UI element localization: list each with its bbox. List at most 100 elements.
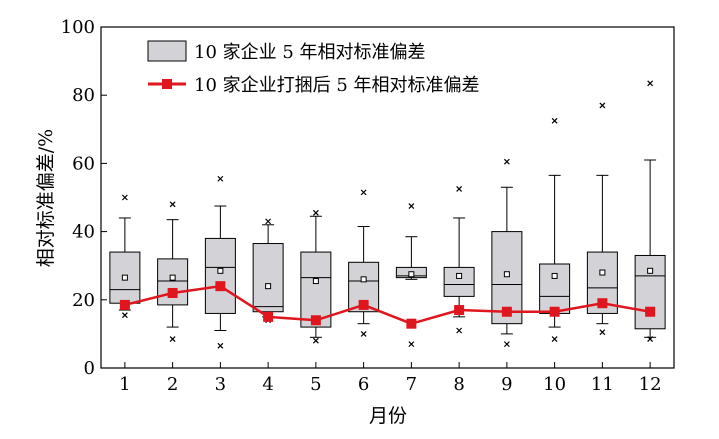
outlier-marker bbox=[121, 312, 128, 319]
x-tick-label: 9 bbox=[501, 374, 512, 395]
outlier-stroke bbox=[647, 336, 654, 342]
y-tick-label: 0 bbox=[84, 358, 95, 379]
outlier-marker bbox=[551, 336, 558, 342]
outlier-stroke bbox=[360, 189, 367, 196]
x-tick-label: 5 bbox=[310, 374, 321, 395]
line-point bbox=[167, 287, 178, 298]
outlier-marker bbox=[360, 189, 367, 196]
x-tick-label: 11 bbox=[591, 374, 614, 395]
mean-marker bbox=[121, 274, 128, 281]
legend: 10 家企业 5 年相对标准偏差 10 家企业打捆后 5 年相对标准偏差 bbox=[147, 40, 480, 96]
x-tick-label: 7 bbox=[406, 374, 417, 395]
box-12 bbox=[634, 254, 666, 330]
outlier-marker bbox=[503, 158, 510, 165]
outlier-marker bbox=[599, 102, 606, 109]
line-point bbox=[310, 315, 321, 326]
outlier-stroke bbox=[121, 312, 128, 319]
legend-line-label: 10 家企业打捆后 5 年相对标准偏差 bbox=[194, 75, 480, 96]
outlier-marker bbox=[265, 218, 272, 225]
legend-box-swatch bbox=[147, 40, 187, 62]
outlier-marker bbox=[503, 341, 510, 348]
mean-marker bbox=[551, 272, 558, 279]
line-point bbox=[406, 318, 417, 329]
line-point bbox=[119, 299, 130, 310]
outlier-marker bbox=[551, 117, 558, 124]
outlier-marker bbox=[169, 336, 176, 342]
x-tick-label: 10 bbox=[543, 374, 566, 395]
y-tick-label: 40 bbox=[72, 222, 95, 243]
legend-line-marker bbox=[162, 79, 172, 89]
outlier-marker bbox=[408, 203, 415, 209]
outlier-stroke bbox=[456, 186, 463, 192]
x-tick-label: 2 bbox=[167, 374, 178, 395]
outlier-stroke bbox=[647, 80, 654, 87]
outlier-stroke bbox=[408, 203, 415, 209]
x-tick-label: 1 bbox=[119, 374, 130, 395]
outlier-stroke bbox=[408, 341, 415, 348]
outlier-marker bbox=[169, 201, 176, 208]
x-tick-label: 8 bbox=[453, 374, 464, 395]
outlier-marker bbox=[312, 209, 319, 216]
box-10 bbox=[539, 263, 571, 314]
outlier-stroke bbox=[360, 330, 367, 337]
outlier-stroke bbox=[312, 337, 319, 344]
y-axis-title: 相对标准偏差/% bbox=[35, 129, 57, 267]
mean-marker bbox=[408, 271, 415, 278]
line-point bbox=[263, 311, 274, 322]
box-5 bbox=[300, 251, 332, 328]
line-point bbox=[215, 281, 226, 292]
x-tick-label: 3 bbox=[215, 374, 226, 395]
box-2 bbox=[157, 258, 189, 306]
outlier-stroke bbox=[503, 158, 510, 165]
y-tick-label: 80 bbox=[72, 85, 95, 106]
outlier-stroke bbox=[121, 194, 128, 201]
line-point bbox=[549, 306, 560, 317]
x-tick-label: 4 bbox=[262, 374, 273, 395]
outlier-marker bbox=[360, 330, 367, 337]
mean-marker bbox=[503, 271, 510, 278]
plot-border bbox=[100, 26, 675, 369]
box-9 bbox=[491, 231, 523, 325]
y-tick-label: 20 bbox=[72, 290, 95, 311]
mean-marker bbox=[456, 272, 463, 279]
outlier-stroke bbox=[312, 209, 319, 216]
mean-marker bbox=[360, 276, 367, 283]
mean-marker bbox=[312, 278, 319, 285]
outlier-marker bbox=[121, 194, 128, 201]
y-tick-label: 60 bbox=[72, 153, 95, 174]
outlier-stroke bbox=[169, 201, 176, 208]
x-axis: 1 2 3 4 5 6 7 8 9 10 11 12 bbox=[119, 362, 662, 395]
y-tick-label: 100 bbox=[61, 17, 95, 38]
line-point bbox=[645, 306, 656, 317]
mean-marker bbox=[647, 267, 654, 274]
outlier-stroke bbox=[551, 336, 558, 342]
box-4 bbox=[252, 243, 284, 313]
mean-marker bbox=[217, 267, 224, 274]
outlier-marker bbox=[456, 186, 463, 192]
outlier-stroke bbox=[169, 336, 176, 342]
outlier-stroke bbox=[217, 342, 224, 349]
outlier-stroke bbox=[503, 341, 510, 348]
line-series-path bbox=[124, 284, 651, 325]
y-axis: 0 20 40 60 80 100 bbox=[61, 17, 107, 379]
outlier-marker bbox=[312, 337, 319, 344]
x-tick-label: 6 bbox=[358, 374, 369, 395]
outlier-stroke bbox=[456, 327, 463, 334]
box-group bbox=[109, 80, 666, 349]
line-point bbox=[501, 306, 512, 317]
outlier-stroke bbox=[265, 218, 272, 225]
outlier-marker bbox=[217, 342, 224, 349]
x-tick-label: 12 bbox=[639, 374, 662, 395]
outlier-marker bbox=[456, 327, 463, 334]
legend-box-label: 10 家企业 5 年相对标准偏差 bbox=[194, 42, 426, 63]
x-axis-title: 月份 bbox=[369, 405, 407, 427]
outlier-stroke bbox=[551, 117, 558, 124]
box-8 bbox=[443, 266, 475, 297]
outlier-stroke bbox=[599, 102, 606, 109]
line-point bbox=[597, 298, 608, 309]
outlier-marker bbox=[647, 80, 654, 87]
mean-marker bbox=[265, 283, 272, 290]
outlier-marker bbox=[599, 329, 606, 336]
